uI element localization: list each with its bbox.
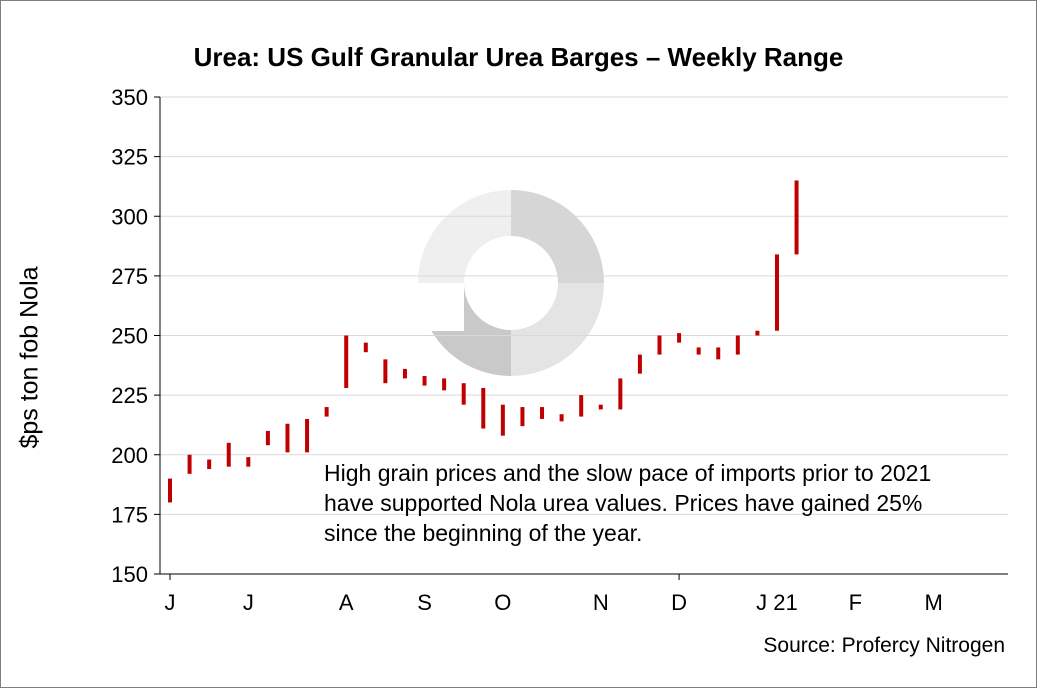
source-text: Source: Profercy Nitrogen [763,634,1005,657]
y-tick-label: 200 [111,443,148,468]
range-bar [344,335,349,388]
gridlines [160,96,1008,515]
range-bar [442,378,447,391]
range-bar [696,347,701,355]
range-bar [618,378,623,410]
x-tick-labels: J J A S O N D J 21 F M [165,590,943,615]
x-tick-label: M [924,590,942,615]
range-bar [383,359,388,384]
x-tick-label: A [339,590,354,615]
range-bar [657,335,662,355]
range-bar [246,457,251,467]
x-tick-label: J [243,590,254,615]
range-bar [637,354,642,374]
y-tick-label: 300 [111,204,148,229]
range-bar [187,454,192,474]
y-tick-label: 250 [111,324,148,349]
x-tick-label: N [593,590,609,615]
y-tick-label: 150 [111,562,148,587]
y-tick-label: 275 [111,264,148,289]
range-bar [207,459,212,470]
y-tick-label: 350 [111,85,148,110]
range-bar [540,407,545,419]
watermark-logo [418,190,604,376]
range-bar [226,442,231,467]
range-bar [168,478,172,503]
y-tick-label: 175 [111,502,148,527]
x-tick-label: S [417,590,432,615]
range-bar [402,368,407,379]
range-bar [755,330,760,336]
range-bar [461,383,466,405]
range-bar [481,387,486,429]
range-bar [422,376,427,386]
y-tick-label: 325 [111,145,148,170]
range-bar [500,404,505,436]
range-bar [716,347,721,360]
range-bar [324,407,329,417]
x-tick-label: O [494,590,511,615]
chart-title: Urea: US Gulf Granular Urea Barges – Wee… [193,42,844,72]
range-bars [168,180,799,503]
range-bar [559,414,564,422]
range-bar [774,254,779,331]
range-bar [579,395,584,417]
range-bar [677,333,682,343]
range-bar [598,404,603,410]
x-tick-label: J 21 [756,590,798,615]
x-tick-label: J [165,590,176,615]
range-bar [735,335,740,355]
range-bar [285,423,290,453]
range-bar [305,418,310,453]
range-bar [520,407,525,427]
range-bar [363,342,368,353]
range-bar [794,180,799,255]
x-tick-label: D [671,590,687,615]
y-tick-labels: 150 175 200 225 250 275 300 325 350 [111,85,148,587]
x-tick-label: F [849,590,862,615]
y-tick-label: 225 [111,383,148,408]
annotation-text: High grain prices and the slow pace of i… [324,460,932,546]
axes [154,96,1008,580]
range-bar [265,430,270,446]
